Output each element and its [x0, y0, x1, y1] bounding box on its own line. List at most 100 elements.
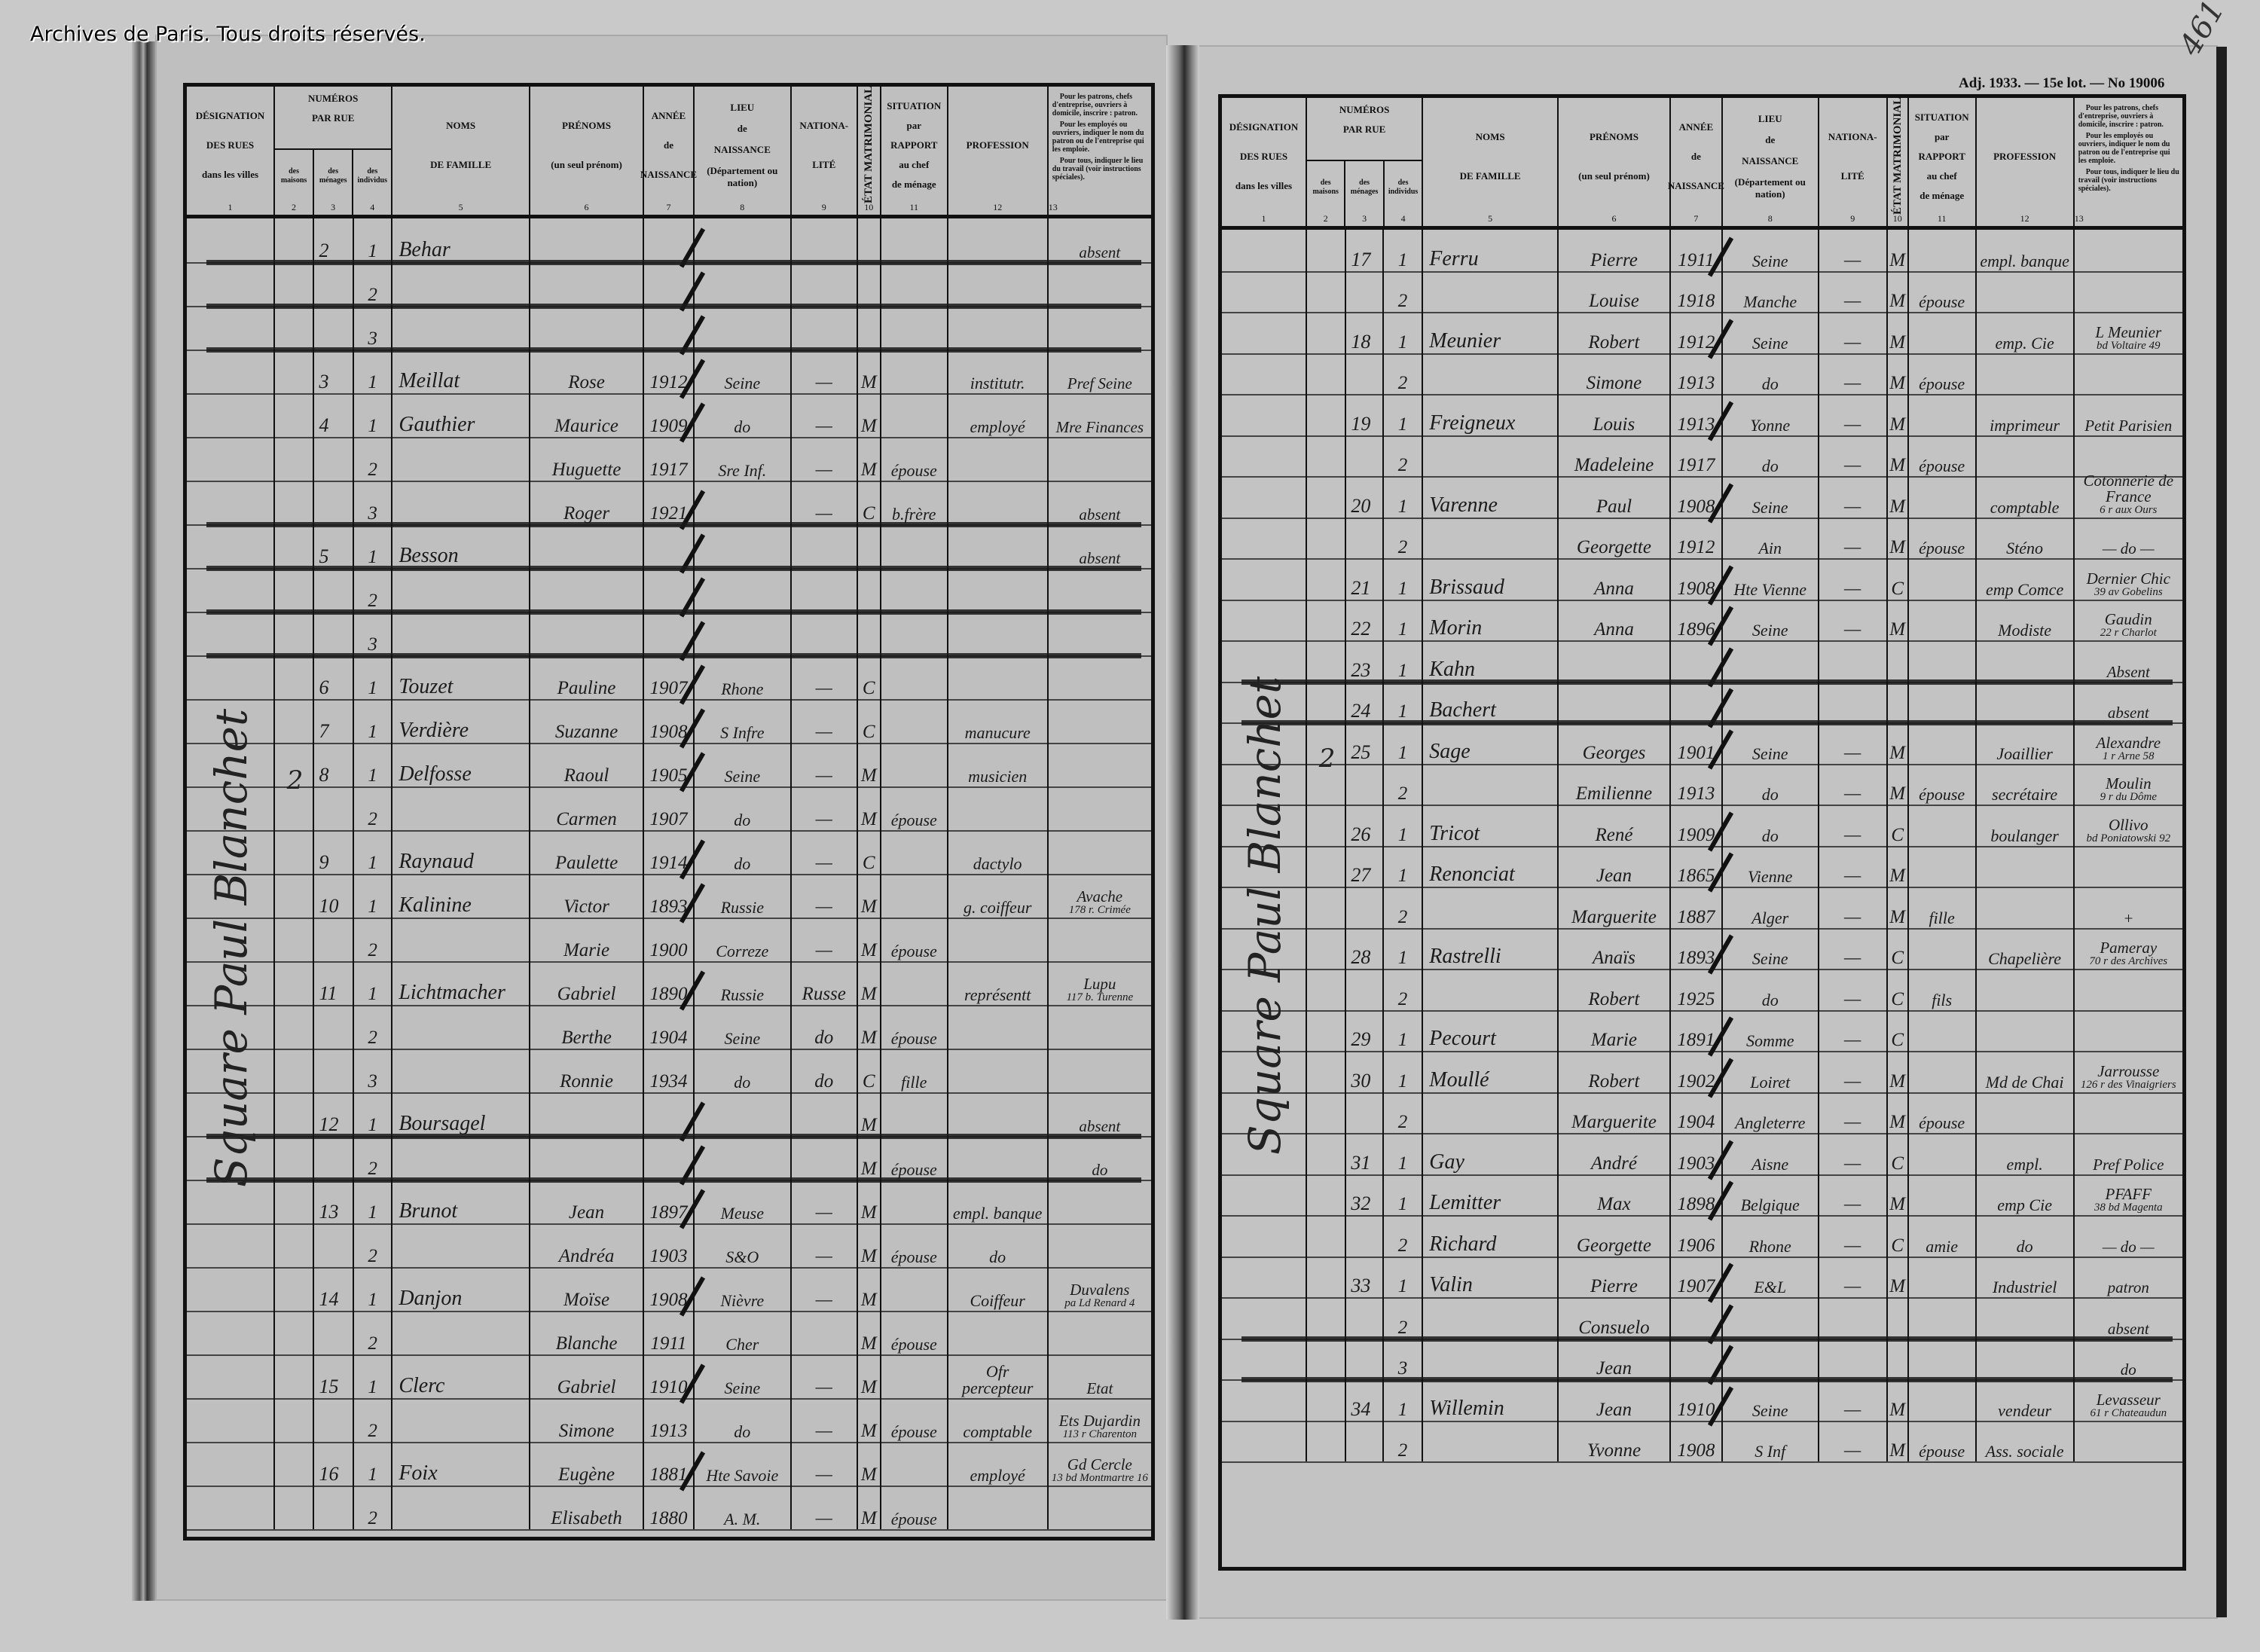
- cell-maison: [1307, 599, 1347, 640]
- cell-employeur: [1049, 655, 1151, 699]
- cell-lieu: E&L: [1723, 1256, 1819, 1297]
- cell-profession: [948, 306, 1049, 350]
- cell-nationalite: [1819, 681, 1888, 722]
- cell-prenom: Emilienne: [1559, 763, 1672, 805]
- header-nationalite: NATIONA- LITÉ 9: [1819, 98, 1888, 226]
- cell-desig: [187, 524, 275, 568]
- cell-individu: 1: [354, 961, 393, 1005]
- cell-lieu: [695, 481, 792, 524]
- cell-annee: 1907: [644, 655, 705, 705]
- header-text: au chef: [1926, 170, 1957, 182]
- cell-etat: M: [858, 961, 881, 1005]
- cell-lieu: Hte Savoie: [695, 1442, 792, 1486]
- cell-lieu: Alger: [1723, 887, 1819, 928]
- book-binding: [1166, 45, 1199, 1620]
- cell-situation: [881, 830, 948, 874]
- cell-situation: [1909, 394, 1977, 435]
- cell-nationalite: —: [1819, 1215, 1888, 1257]
- cell-profession: [948, 568, 1049, 612]
- cell-desig: [1222, 1215, 1307, 1257]
- cell-lieu: do: [695, 1049, 792, 1092]
- employer-address: 22 r Charlot: [2100, 627, 2157, 639]
- header-text: de: [1690, 151, 1701, 163]
- cell-prenom: Simone: [1559, 353, 1672, 394]
- cell-profession: boulanger: [1977, 805, 2075, 846]
- cell-individu: 1: [1384, 1379, 1424, 1421]
- cell-maison: [275, 1442, 315, 1486]
- cell-menage: [1346, 1092, 1384, 1133]
- cell-desig: [1222, 1297, 1307, 1339]
- header-employer-note: Pour les patrons, chefs d'entreprise, ou…: [2075, 98, 2182, 226]
- cell-lieu: [695, 262, 792, 306]
- cell-annee: 1902: [1671, 1051, 1733, 1098]
- cell-profession: vendeur: [1977, 1379, 2075, 1421]
- cell-desig: [1222, 1256, 1307, 1297]
- cell-etat: [858, 306, 881, 350]
- cell-etat: M: [858, 1311, 881, 1354]
- cell-desig: [187, 350, 275, 393]
- cell-individu: 2: [354, 1005, 393, 1049]
- cell-employeur: Alexandre 1 r Arne 58: [2075, 722, 2182, 764]
- cell-nationalite: —: [1819, 394, 1888, 435]
- cell-annee: [1671, 1297, 1733, 1345]
- cell-lieu: S Infre: [695, 699, 792, 743]
- cell-prenom: [1559, 681, 1672, 722]
- cell-etat: M: [858, 1092, 881, 1136]
- header-text: des maisons: [1312, 179, 1339, 196]
- cell-menage: 17: [1346, 230, 1384, 271]
- header-text: NAISSANCE: [640, 169, 698, 181]
- employer-address: 13 bd Montmartre 16: [1051, 1472, 1148, 1484]
- header-text: DES RUES: [1239, 151, 1288, 163]
- header-text: des ménages: [319, 167, 347, 185]
- cell-profession: [948, 1049, 1049, 1092]
- cell-profession: Coiffeur: [948, 1267, 1049, 1311]
- cell-desig: [1222, 887, 1307, 928]
- cell-etat: M: [858, 1354, 881, 1398]
- cell-nom: [392, 1311, 530, 1354]
- cell-nationalite: —: [1819, 763, 1888, 805]
- cell-menage: [1346, 763, 1384, 805]
- cell-individu: 1: [354, 1442, 393, 1486]
- employer-name: Etat: [1086, 1379, 1113, 1397]
- cell-employeur: Lupu 117 b. Turenne: [1049, 961, 1151, 1005]
- cell-menage: [314, 1049, 354, 1092]
- cell-menage: [314, 262, 354, 306]
- cell-annee: 1891: [1671, 1009, 1733, 1057]
- cell-prenom: [530, 262, 645, 306]
- cell-annee: 1913: [1671, 394, 1733, 441]
- cell-lieu: A. M.: [695, 1486, 792, 1529]
- cell-annee: 1901: [1671, 722, 1733, 770]
- cell-prenom: Berthe: [530, 1005, 645, 1049]
- cell-prenom: Yvonne: [1559, 1420, 1672, 1461]
- cell-individu: 1: [354, 1180, 393, 1223]
- cell-situation: [881, 262, 948, 306]
- employer-name: Absent: [2106, 662, 2150, 681]
- cell-nom: [1423, 969, 1559, 1010]
- cell-lieu: Loiret: [1723, 1051, 1819, 1092]
- cell-menage: 2: [314, 218, 354, 262]
- cell-profession: [948, 918, 1049, 961]
- table-row: 33 1 Valin Pierre 1907 E&L — M Industriel patron: [1222, 1256, 2182, 1303]
- cell-nom: Clerc: [392, 1354, 530, 1398]
- cell-maison: [275, 524, 315, 568]
- archive-watermark: Archives de Paris. Tous droits réservés.: [30, 23, 426, 46]
- cell-desig: [1222, 1420, 1307, 1461]
- page-stack-edge: [132, 41, 157, 1601]
- cell-nationalite: —: [792, 830, 858, 874]
- cell-nationalite: —: [1819, 1092, 1888, 1133]
- house-number: 2: [1318, 743, 1336, 774]
- cell-prenom: Robert: [1559, 969, 1672, 1010]
- header-prenom: PRÉNOMS (un seul prénom) 6: [1559, 98, 1672, 226]
- cell-nationalite: [792, 524, 858, 568]
- employer-address: 178 r. Crimée: [1068, 904, 1131, 916]
- cell-profession: institutr.: [948, 350, 1049, 393]
- cell-etat: M: [1888, 312, 1909, 353]
- table-row: 27 1 Renonciat Jean 1865 Vienne — M: [1222, 845, 2182, 893]
- cell-nom: [392, 568, 530, 612]
- cell-employeur: [1049, 262, 1151, 306]
- cell-desig: [187, 1049, 275, 1092]
- cell-annee: [644, 218, 705, 268]
- employer-address: 117 b. Turenne: [1066, 991, 1134, 1003]
